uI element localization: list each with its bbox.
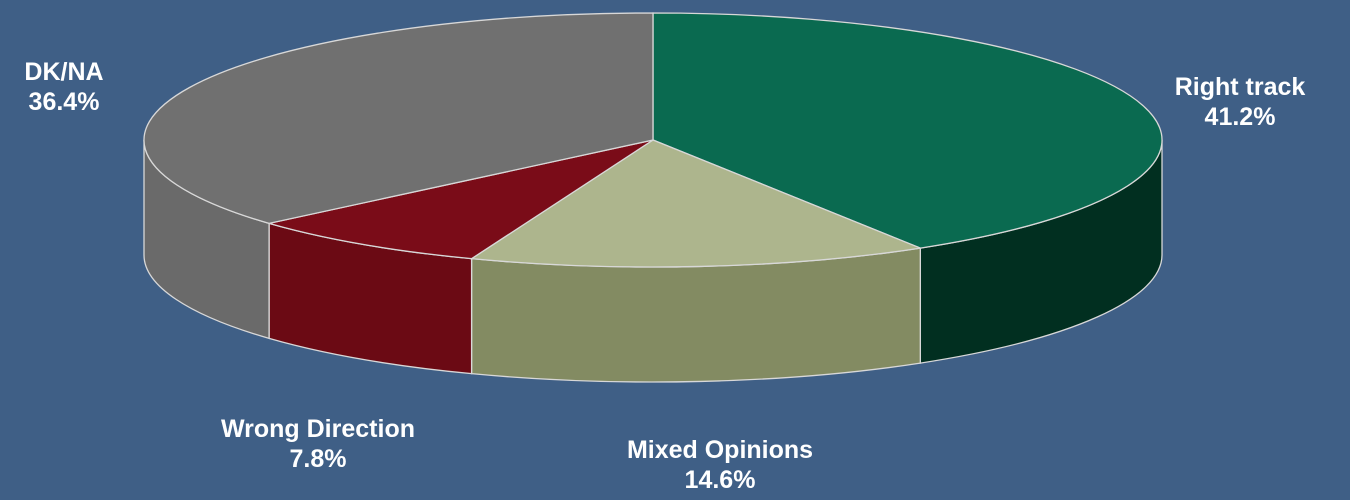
slice-label-mixed-opinions: Mixed Opinions 14.6% (627, 436, 813, 494)
pie-slice-right-track (652, 12, 1163, 249)
pie-slice-mixed-opinions (469, 139, 923, 268)
slice-label-wrong-direction: Wrong Direction 7.8% (221, 415, 415, 473)
pie-tops (143, 12, 1163, 268)
pie-slice-dk-na (143, 12, 654, 225)
pie-side-mixed-opinions (470, 247, 921, 383)
pie-slice-wrong-direction (268, 139, 654, 260)
slice-value-right-track: 41.2% (1205, 103, 1276, 131)
slice-value-mixed-opinions: 14.6% (685, 466, 756, 494)
slice-value-wrong-direction: 7.8% (290, 445, 347, 473)
pie-sides (143, 139, 1163, 383)
slice-name-dk-na: DK/NA (24, 58, 103, 86)
slice-label-right-track: Right track 41.2% (1175, 73, 1306, 131)
slice-name-wrong-direction: Wrong Direction (221, 415, 415, 443)
slice-value-dk-na: 36.4% (29, 88, 100, 116)
slice-label-dk-na: DK/NA 36.4% (24, 58, 103, 116)
pie-labels: Right track 41.2% Mixed Opinions 14.6% Wrong… (24, 58, 1305, 494)
slice-name-mixed-opinions: Mixed Opinions (627, 436, 813, 464)
slice-name-right-track: Right track (1175, 73, 1306, 101)
